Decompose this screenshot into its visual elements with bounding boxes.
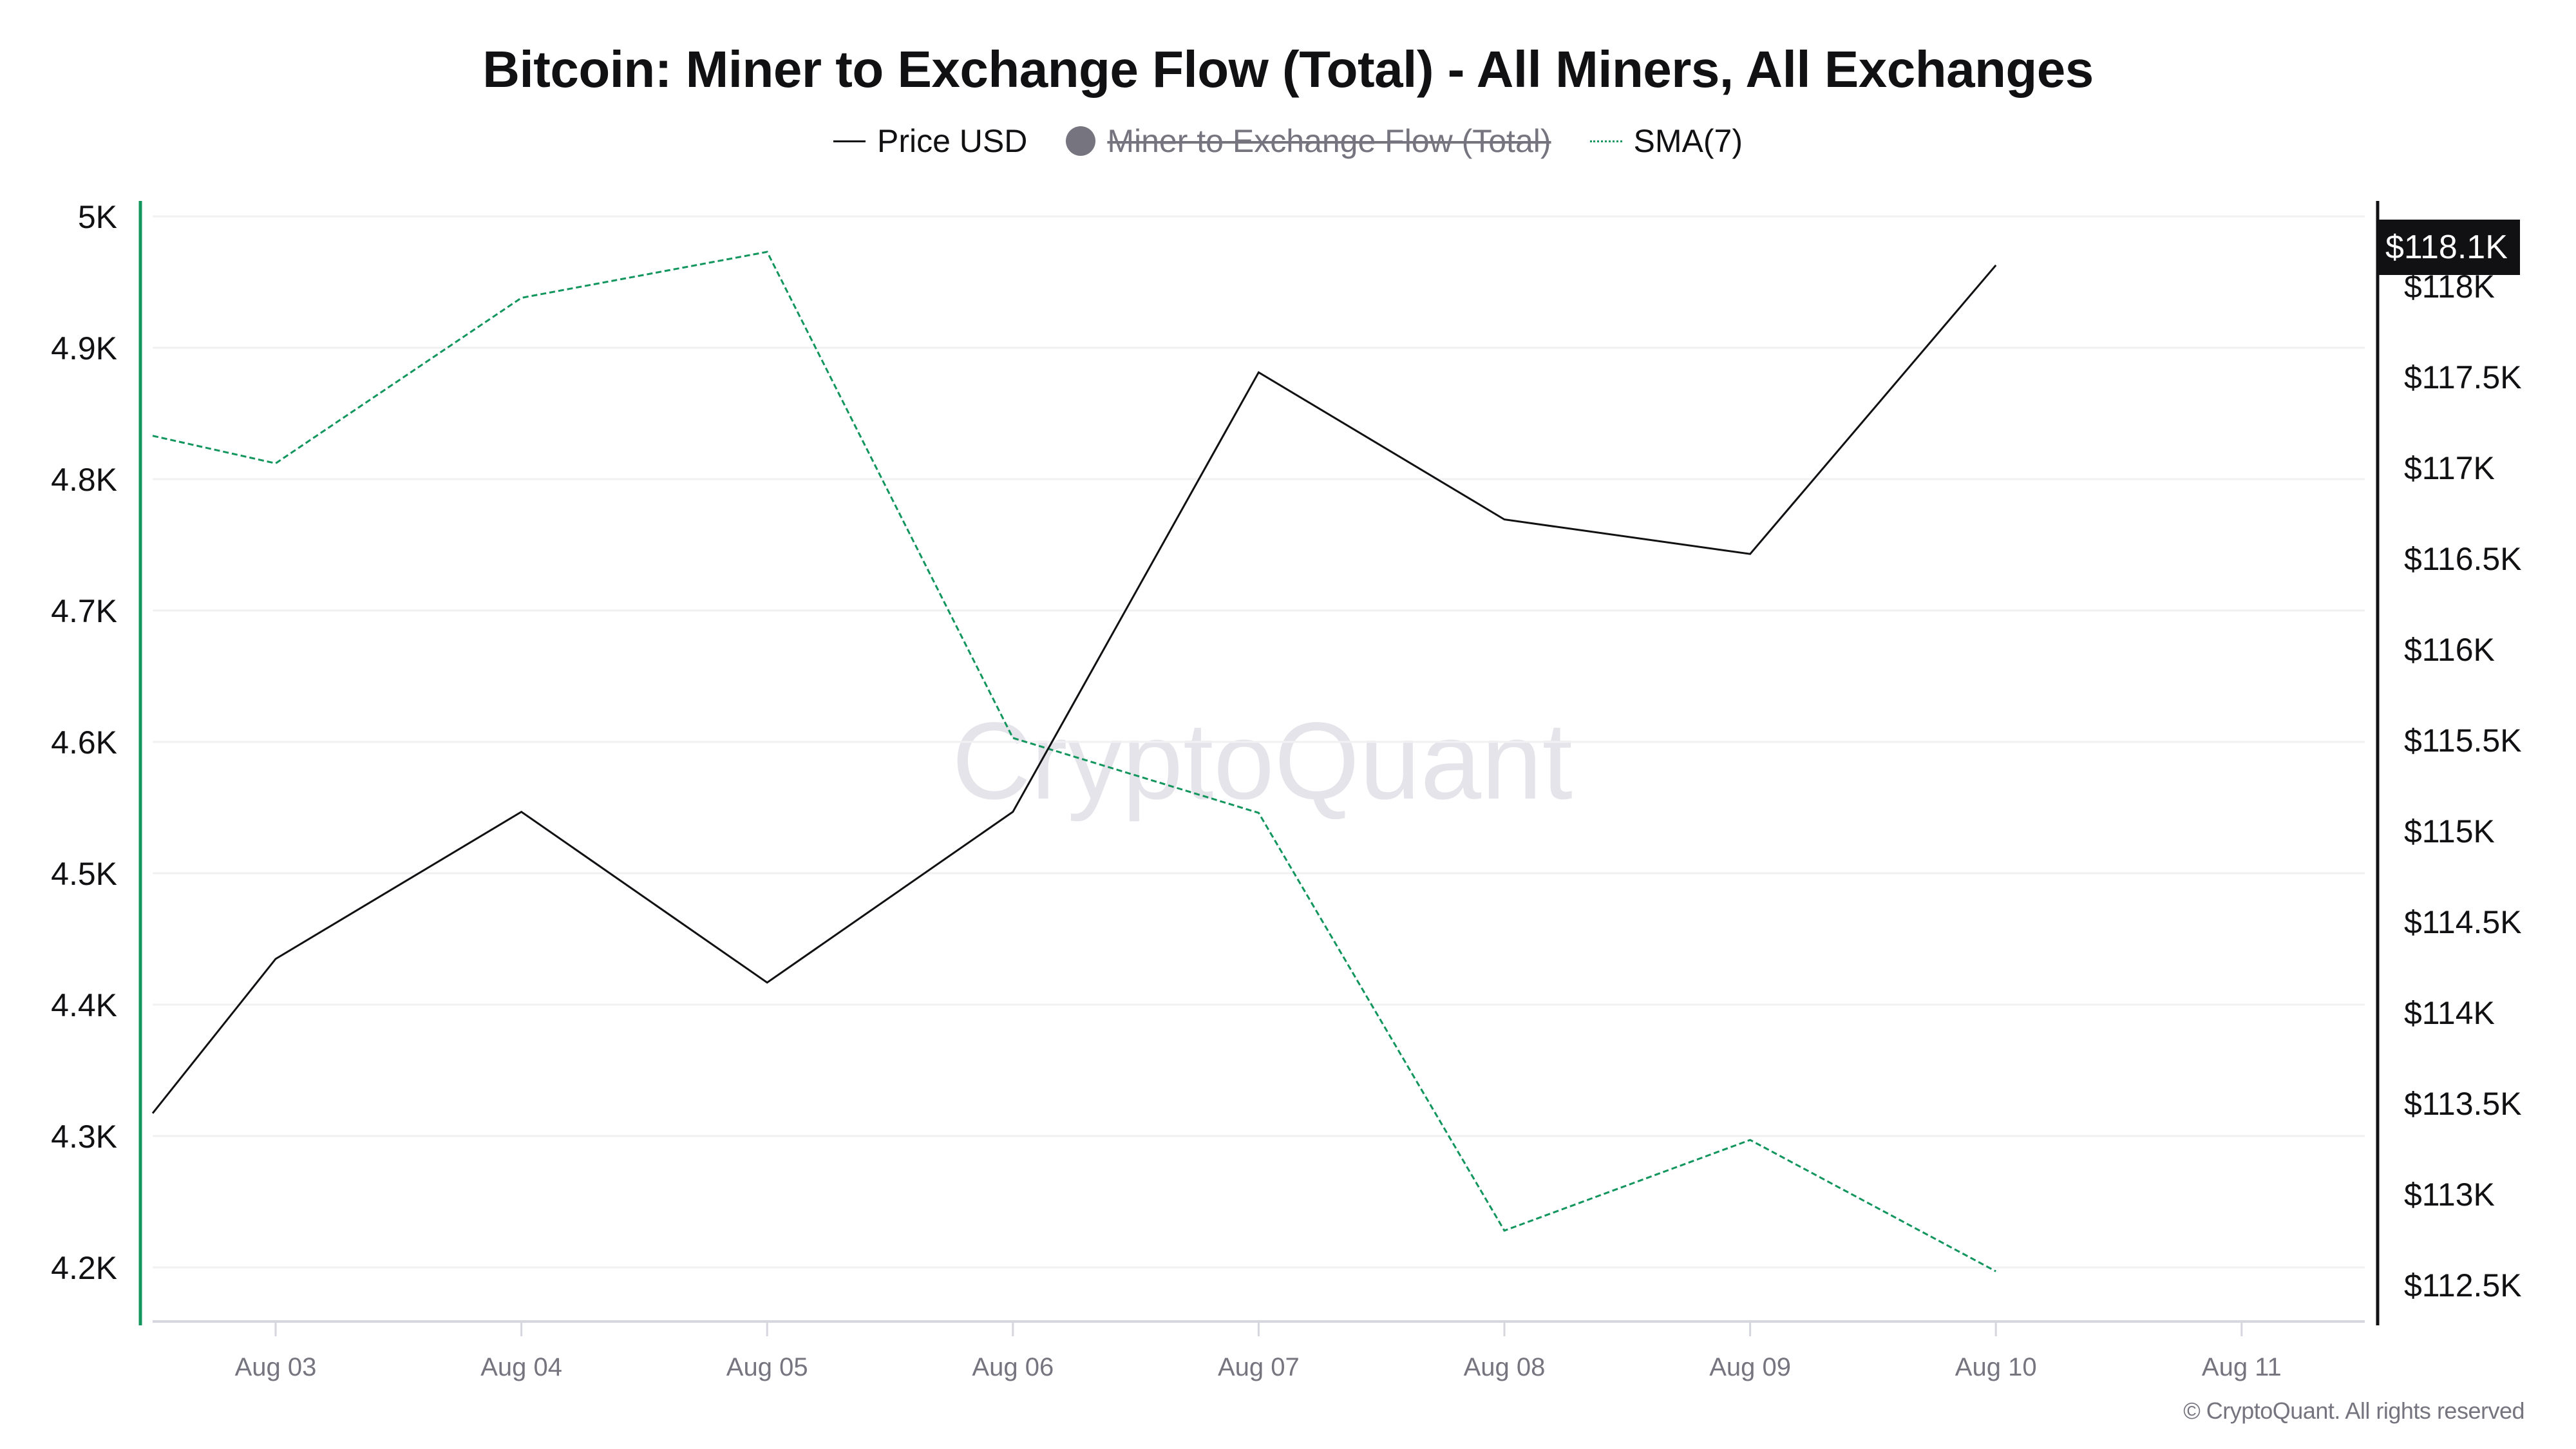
left-tick-label: 5K	[78, 199, 117, 235]
chart-title: Bitcoin: Miner to Exchange Flow (Total) …	[482, 41, 2094, 98]
x-tick-label: Aug 07	[1218, 1353, 1300, 1381]
legend-label: Price USD	[876, 123, 1028, 159]
right-tick-label: $115.5K	[2404, 723, 2522, 759]
right-tick-label: $116.5K	[2404, 541, 2522, 577]
left-tick-label: 4.2K	[51, 1250, 117, 1286]
current-price-badge: $118.1K	[2376, 220, 2520, 275]
x-tick-label: Aug 11	[2202, 1353, 2282, 1381]
left-tick-label: 4.6K	[51, 724, 117, 761]
dashed-line-icon	[1589, 140, 1622, 142]
right-tick-label: $114.5K	[2404, 904, 2522, 940]
right-tick-label: $116K	[2404, 632, 2495, 668]
right-tick-label: $117K	[2404, 450, 2495, 486]
left-tick-label: 4.7K	[51, 593, 117, 629]
legend-item-price-usd[interactable]: Price USD	[833, 122, 1027, 160]
right-tick-label: $113K	[2404, 1177, 2495, 1213]
left-axis-ticks: 5K 4.9K 4.8K 4.7K 4.6K 4.5K 4.4K 4.3K 4.2K	[51, 199, 117, 1286]
right-tick-label: $113.5K	[2404, 1086, 2522, 1122]
left-tick-label: 4.8K	[51, 462, 117, 498]
x-axis-ticks: Aug 03 Aug 04 Aug 05 Aug 06 Aug 07 Aug 08 Aug …	[235, 1323, 2282, 1381]
x-tick-label: Aug 09	[1709, 1353, 1791, 1381]
x-tick-label: Aug 05	[726, 1353, 808, 1381]
sma7-line[interactable]	[152, 251, 1996, 1273]
grid-lines	[153, 215, 2365, 1269]
solid-line-icon	[833, 140, 866, 142]
left-tick-label: 4.4K	[51, 987, 117, 1023]
x-tick-label: Aug 08	[1464, 1353, 1546, 1381]
legend-item-miner-flow[interactable]: Miner to Exchange Flow (Total)	[1066, 122, 1551, 160]
legend-item-sma7[interactable]: SMA(7)	[1589, 122, 1743, 160]
x-tick-label: Aug 06	[972, 1353, 1054, 1381]
watermark: CryptoQuant	[952, 700, 1573, 822]
x-tick-label: Aug 10	[1955, 1353, 2037, 1381]
legend-label: Miner to Exchange Flow (Total)	[1107, 123, 1551, 159]
left-tick-label: 4.3K	[51, 1119, 117, 1155]
copyright: © CryptoQuant. All rights reserved	[2183, 1397, 2524, 1424]
right-tick-label: $112.5K	[2404, 1267, 2522, 1303]
legend: Price USD Miner to Exchange Flow (Total)…	[0, 122, 2576, 160]
price-usd-line[interactable]	[151, 264, 1997, 1114]
right-tick-label: $114K	[2404, 995, 2495, 1031]
circle-icon	[1066, 126, 1096, 156]
left-tick-label: 4.9K	[51, 330, 117, 366]
x-tick-label: Aug 03	[235, 1353, 317, 1381]
right-tick-label: $115K	[2404, 813, 2495, 849]
right-tick-label: $117.5K	[2404, 359, 2522, 395]
legend-label: SMA(7)	[1633, 123, 1743, 159]
x-tick-label: Aug 04	[480, 1353, 562, 1381]
left-tick-label: 4.5K	[51, 856, 117, 892]
right-axis-ticks: $118K$117.5K$117K$116.5K$116K$115.5K$115…	[2404, 269, 2522, 1303]
